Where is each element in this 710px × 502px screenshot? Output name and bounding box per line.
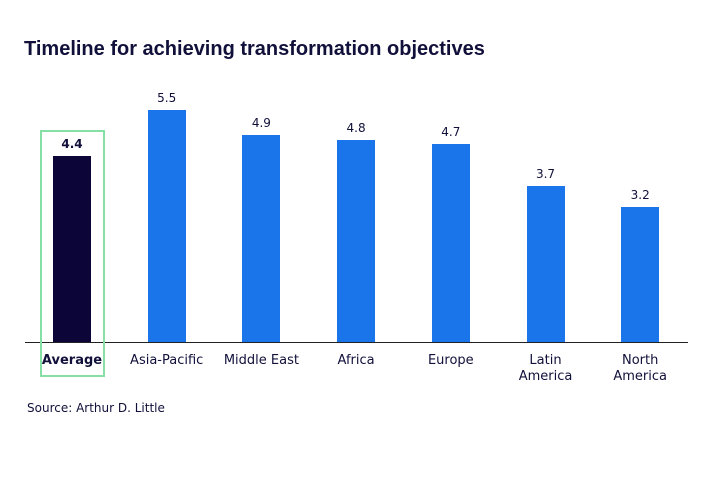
x-tick-label: Average xyxy=(41,353,103,368)
x-tick-label: Latin America xyxy=(518,353,573,384)
baseline xyxy=(25,342,688,343)
data-label: 4.8 xyxy=(346,120,366,135)
highlight-box xyxy=(40,130,105,377)
bar xyxy=(242,135,281,342)
data-label: 3.2 xyxy=(630,188,650,203)
x-tick-label: Europe xyxy=(427,353,474,368)
chart-title: Timeline for achieving transformation ob… xyxy=(24,38,485,60)
x-tick-label: Asia-Pacific xyxy=(130,353,204,368)
bar xyxy=(526,185,565,342)
bar xyxy=(53,156,91,342)
data-label: 3.7 xyxy=(535,166,556,181)
x-tick-label: Africa xyxy=(337,353,375,368)
data-label: 4.4 xyxy=(61,137,83,152)
data-label: 4.9 xyxy=(251,116,271,131)
bar xyxy=(337,139,376,342)
bar xyxy=(431,143,470,342)
x-tick-label: Middle East xyxy=(223,353,299,368)
bar xyxy=(147,110,186,342)
source-note: Source: Arthur D. Little xyxy=(27,401,165,415)
bar xyxy=(621,207,660,342)
data-label: 4.7 xyxy=(441,124,461,139)
data-label: 5.5 xyxy=(157,91,177,105)
x-tick-label: North America xyxy=(613,353,667,384)
